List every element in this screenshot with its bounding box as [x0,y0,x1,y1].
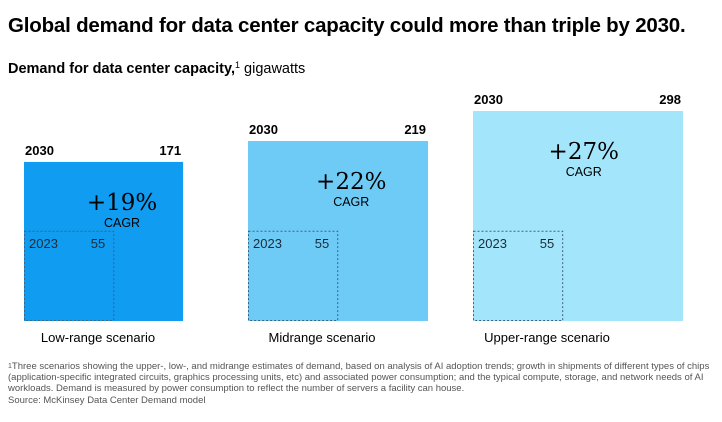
growth-rate-caption: CAGR [566,165,602,179]
growth-rate-caption: CAGR [104,216,140,230]
area-square-2023 [24,230,115,322]
target-year-label: 2030 [25,143,54,158]
scenario-label: Upper-range scenario [484,330,610,345]
chart-subtitle: Demand for data center capacity,1 gigawa… [8,60,306,77]
target-year-label: 2030 [474,92,503,107]
chart-title: Global demand for data center capacity c… [8,14,686,37]
base-year-label: 2023 [253,236,282,251]
area-square-2023 [473,230,564,322]
target-value-label: 219 [404,122,426,137]
base-value-label: 55 [540,236,554,251]
area-square-2030 [473,111,683,321]
growth-rate-caption: CAGR [333,195,369,209]
base-year-label: 2023 [478,236,507,251]
base-value-label: 55 [91,236,105,251]
growth-rate-label: +19% [87,190,157,216]
area-square-2030 [24,161,184,321]
target-year-label: 2030 [249,122,278,137]
scenario-label: Low-range scenario [41,330,155,345]
subtitle-unit: gigawatts [244,61,306,77]
target-value-label: 298 [659,92,681,107]
subtitle-label: Demand for data center capacity, [8,61,235,77]
growth-rate-label: +22% [316,169,386,195]
footnote-text: 1Three scenarios showing the upper-, low… [8,361,714,395]
footnote-body: Three scenarios showing the upper-, low-… [8,361,710,395]
source-note: Source: McKinsey Data Center Demand mode… [8,394,206,406]
scenario-label: Midrange scenario [269,330,376,345]
base-value-label: 55 [315,236,329,251]
target-value-label: 171 [159,143,181,158]
subtitle-footnote-mark: 1 [234,60,240,70]
chart-footnote: 1Three scenarios showing the upper-, low… [8,361,714,406]
base-year-label: 2023 [29,236,58,251]
footnote-mark: 1 [8,363,12,370]
area-square-2023 [248,230,339,322]
growth-rate-label: +27% [549,139,619,165]
